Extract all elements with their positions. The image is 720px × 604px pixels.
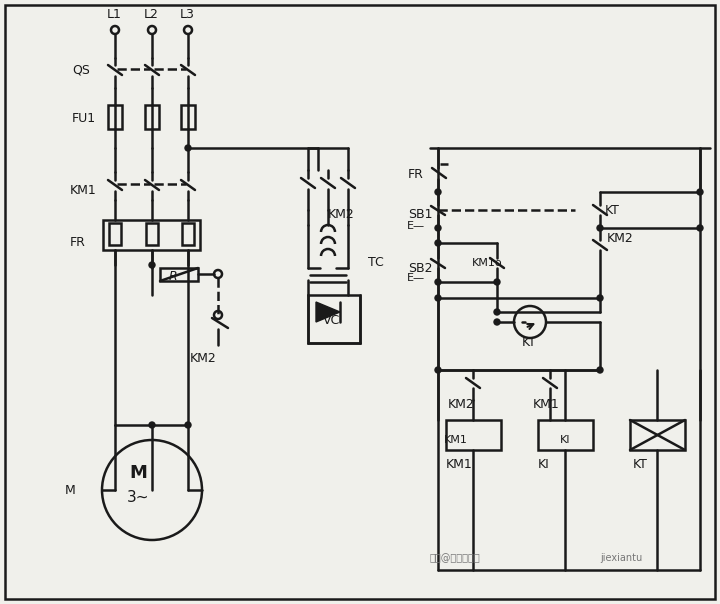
Circle shape xyxy=(435,279,441,285)
Text: M: M xyxy=(129,464,147,482)
Text: KM1: KM1 xyxy=(446,458,473,472)
Bar xyxy=(146,223,158,245)
Text: L1: L1 xyxy=(107,8,122,22)
Text: SB1: SB1 xyxy=(408,208,433,222)
Circle shape xyxy=(149,422,155,428)
Circle shape xyxy=(102,440,202,540)
Text: QS: QS xyxy=(72,63,90,77)
Text: KM2: KM2 xyxy=(448,399,474,411)
Text: KM2: KM2 xyxy=(607,231,634,245)
Bar xyxy=(108,105,122,129)
Bar xyxy=(630,420,685,450)
Bar xyxy=(182,223,194,245)
Circle shape xyxy=(697,189,703,195)
Text: E—: E— xyxy=(407,273,425,283)
Circle shape xyxy=(214,311,222,319)
Text: KT: KT xyxy=(633,458,648,472)
Text: 知乎@运城程帅哥: 知乎@运城程帅哥 xyxy=(430,553,481,563)
Text: FR: FR xyxy=(70,236,86,248)
Text: E—: E— xyxy=(407,221,425,231)
Circle shape xyxy=(697,225,703,231)
Text: KM1o: KM1o xyxy=(472,258,503,268)
Circle shape xyxy=(435,240,441,246)
Bar xyxy=(446,420,501,450)
Text: M: M xyxy=(65,483,76,496)
Text: KI: KI xyxy=(538,458,550,472)
Circle shape xyxy=(184,26,192,34)
Text: 3~: 3~ xyxy=(127,490,149,506)
Circle shape xyxy=(514,306,546,338)
Bar xyxy=(109,223,121,245)
Text: R: R xyxy=(169,269,178,283)
Circle shape xyxy=(435,189,441,195)
Text: KT: KT xyxy=(605,204,620,216)
Text: L2: L2 xyxy=(144,8,159,22)
Circle shape xyxy=(111,26,119,34)
Circle shape xyxy=(435,295,441,301)
Text: FR: FR xyxy=(408,169,424,181)
Circle shape xyxy=(435,225,441,231)
Circle shape xyxy=(597,225,603,231)
Circle shape xyxy=(435,367,441,373)
Circle shape xyxy=(214,270,222,278)
Bar xyxy=(103,220,200,250)
Bar xyxy=(538,420,593,450)
Text: SB2: SB2 xyxy=(408,262,433,274)
Text: KM1: KM1 xyxy=(70,184,96,196)
Text: KM2: KM2 xyxy=(328,208,355,222)
Circle shape xyxy=(148,26,156,34)
Circle shape xyxy=(494,279,500,285)
Bar xyxy=(160,268,198,281)
Text: TC: TC xyxy=(368,255,384,269)
Bar xyxy=(308,295,360,343)
Bar xyxy=(145,105,159,129)
Circle shape xyxy=(494,309,500,315)
Text: KI: KI xyxy=(559,435,570,445)
Circle shape xyxy=(185,145,191,151)
Circle shape xyxy=(494,319,500,325)
Text: jiexiantu: jiexiantu xyxy=(600,553,642,563)
Circle shape xyxy=(597,295,603,301)
Circle shape xyxy=(185,422,191,428)
Circle shape xyxy=(149,262,155,268)
Text: L3: L3 xyxy=(180,8,195,22)
Text: KM2: KM2 xyxy=(190,352,217,364)
Circle shape xyxy=(597,367,603,373)
Text: FU1: FU1 xyxy=(72,112,96,124)
Text: KT: KT xyxy=(522,335,537,349)
Text: KM1: KM1 xyxy=(444,435,468,445)
Text: KM1: KM1 xyxy=(533,399,559,411)
Text: VC: VC xyxy=(323,313,341,327)
Polygon shape xyxy=(316,302,340,322)
Bar xyxy=(181,105,195,129)
